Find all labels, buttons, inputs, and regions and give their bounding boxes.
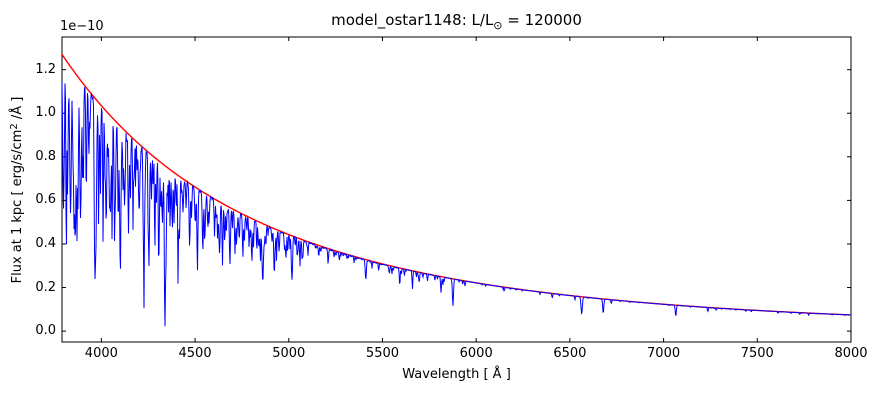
y-tick-label-0.8: 0.8 bbox=[35, 148, 56, 164]
plot-title: model_ostar1148: L/L⊙ = 120000 bbox=[62, 11, 851, 32]
y-tick-label-0.0: 0.0 bbox=[35, 323, 56, 339]
y-tick-label-0.6: 0.6 bbox=[35, 192, 56, 208]
x-axis-label: Wavelength [ Å ] bbox=[402, 367, 511, 382]
y-tick-label-1.2: 1.2 bbox=[35, 61, 56, 77]
spectrum-line bbox=[62, 81, 851, 327]
y-axis-label: Flux at 1 kpc [ erg/s/cm2 /Å ] bbox=[9, 97, 25, 284]
plot-title-text: model_ostar1148: L/L bbox=[331, 11, 494, 29]
x-tick-label-6000: 6000 bbox=[459, 346, 493, 361]
x-tick-label-4000: 4000 bbox=[84, 346, 118, 361]
y-tick-label-1.0: 1.0 bbox=[35, 105, 56, 121]
x-tick-label-4500: 4500 bbox=[178, 346, 212, 361]
y-tick-label-0.4: 0.4 bbox=[35, 235, 56, 251]
x-tick-label-8000: 8000 bbox=[834, 346, 868, 361]
x-tick-label-5500: 5500 bbox=[365, 346, 400, 361]
plot-title-value: = 120000 bbox=[502, 11, 582, 29]
x-tick-label-7500: 7500 bbox=[740, 346, 774, 361]
y-tick-label-0.2: 0.2 bbox=[35, 279, 56, 295]
sun-symbol: ⊙ bbox=[493, 19, 503, 32]
axes-frame bbox=[61, 36, 852, 343]
x-tick-label-5000: 5000 bbox=[272, 346, 306, 361]
y-axis-label-exponent: 2 bbox=[9, 123, 20, 130]
y-axis-offset-text: 1e−10 bbox=[60, 19, 104, 34]
x-tick-label-6500: 6500 bbox=[553, 346, 587, 361]
x-tick-label-7000: 7000 bbox=[647, 346, 681, 361]
